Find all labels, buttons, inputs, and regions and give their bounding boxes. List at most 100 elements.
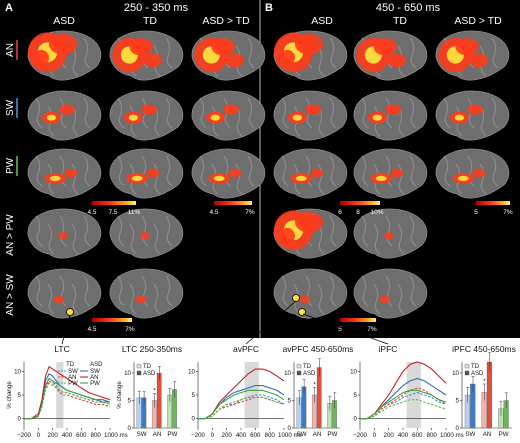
brain-sulcus	[117, 97, 125, 129]
y-tick-label: 0	[456, 425, 460, 432]
brain-r0-c3	[273, 30, 348, 81]
col-header-asd-a: ASD	[53, 15, 75, 27]
brain-cortex	[435, 90, 510, 141]
legend-swatch-td	[296, 363, 302, 369]
brain-r2-c5	[435, 148, 510, 199]
brain-sulcus	[165, 97, 173, 129]
time-window-shade	[406, 362, 421, 428]
brain-r4-c3	[273, 268, 348, 319]
activation-blob	[469, 53, 489, 68]
brain-sulcus	[165, 215, 173, 247]
brain-sulcus	[361, 275, 369, 307]
activation-blob	[64, 168, 78, 178]
brain-cortex	[27, 148, 102, 199]
roi-avpfc-marker	[292, 294, 300, 302]
series-td-pw	[198, 396, 285, 420]
legend-td-label: AN	[68, 375, 76, 381]
roi-title-ipfc: iPFC	[379, 344, 398, 354]
brain-sulcus	[235, 163, 243, 195]
category-label: SW	[465, 431, 475, 438]
category-label: PW	[499, 431, 509, 438]
activation-blob	[387, 53, 407, 68]
legend-asd-header: ASD	[90, 362, 103, 368]
activation-peak	[213, 175, 225, 181]
series-asd-pw	[360, 389, 447, 420]
brain-sulcus	[455, 105, 463, 137]
activation-blob	[305, 104, 321, 115]
brain-r4-c0	[27, 268, 102, 319]
brain-sulcus	[479, 163, 487, 195]
series-td-pw	[24, 382, 111, 420]
activation-blob	[223, 104, 239, 115]
brain-sulcus	[281, 155, 289, 187]
legend-swatch-td	[136, 363, 142, 369]
brain-sulcus	[361, 215, 369, 247]
colorbar-a-diff: 4.5 7%	[209, 201, 255, 216]
series-asd-pw	[198, 389, 285, 420]
colorbar-b-diff-tick-0: 5	[474, 209, 478, 216]
brain-r0-c0	[27, 30, 102, 81]
activation-peak	[49, 175, 61, 181]
row-label-3: AN > PW	[5, 214, 16, 256]
y-tick-label: 5	[128, 398, 132, 405]
activation-blob	[279, 227, 295, 244]
y-tick-label: 5	[456, 398, 460, 405]
brain-sulcus	[409, 37, 417, 69]
y-tick-label: 0	[192, 416, 196, 423]
brain-sulcus	[83, 215, 91, 247]
brain-sulcus	[235, 105, 243, 137]
brain-r3-c4	[353, 208, 428, 259]
roi-title-ltc: LTC	[54, 344, 69, 354]
brain-sulcus	[83, 155, 91, 187]
roi-markers	[61, 294, 389, 345]
activation-blob	[467, 104, 483, 115]
col-header-asd-b: ASD	[311, 15, 333, 27]
series-asd-an	[24, 365, 111, 420]
legend-asd-label: SW	[90, 369, 100, 375]
colorbar-b-group-gradient	[340, 201, 380, 205]
x-tick-label: 0	[211, 432, 215, 439]
colorbar-a-group-gradient	[92, 201, 136, 205]
brain-sulcus	[443, 155, 451, 187]
activation-blob	[48, 33, 78, 55]
brain-sulcus	[211, 105, 219, 137]
colorbar-b-contrast: 5 7%	[338, 318, 377, 333]
brain-sulcus	[409, 155, 417, 187]
activation-blob	[299, 296, 311, 303]
colorbar-b-contrast-tick-0: 5	[338, 326, 342, 333]
legend-asd-label: AN	[90, 375, 98, 381]
bar-title-avpfc: avPFC 450-650ms	[283, 344, 354, 354]
brain-sulcus	[35, 275, 43, 307]
row-label-4: AN > SW	[5, 274, 16, 316]
bar-asd-an	[316, 367, 322, 429]
brain-cortex	[353, 148, 428, 199]
brain-sulcus	[165, 37, 173, 69]
bar-asd-pw	[172, 389, 177, 429]
y-tick-label: 5	[354, 392, 358, 399]
brain-sulcus	[329, 97, 337, 129]
brain-sulcus	[373, 283, 381, 315]
brain-r0-c2	[191, 30, 266, 81]
activation-blob	[279, 49, 295, 66]
colorbar-a-diff-tick-0: 4.5	[209, 209, 218, 216]
activation-blob	[143, 53, 163, 68]
brain-sulcus	[47, 105, 55, 137]
line-chart-0: 0 5 10 −200 0 200 400 600 800 1000 ms % change TD AS…	[6, 362, 128, 439]
brain-r2-c0	[27, 148, 102, 199]
activation-blob	[379, 296, 391, 303]
brain-sulcus	[317, 105, 325, 137]
brain-sulcus	[199, 155, 207, 187]
brain-sulcus	[153, 223, 161, 255]
x-tick-label: 1000 ms	[104, 432, 128, 439]
x-tick-label: −200	[17, 432, 31, 439]
col-header-asdgttd-b: ASD > TD	[454, 15, 502, 27]
brain-r0-c4	[353, 30, 428, 81]
y-tick-label: 5	[18, 392, 22, 399]
brain-sulcus	[47, 223, 55, 255]
y-tick-label: 10	[350, 368, 357, 375]
legend-td-label: PW	[68, 381, 78, 387]
legend-label-td: TD	[471, 364, 480, 370]
y-tick-label: 0	[354, 416, 358, 423]
activation-peak	[457, 175, 469, 181]
